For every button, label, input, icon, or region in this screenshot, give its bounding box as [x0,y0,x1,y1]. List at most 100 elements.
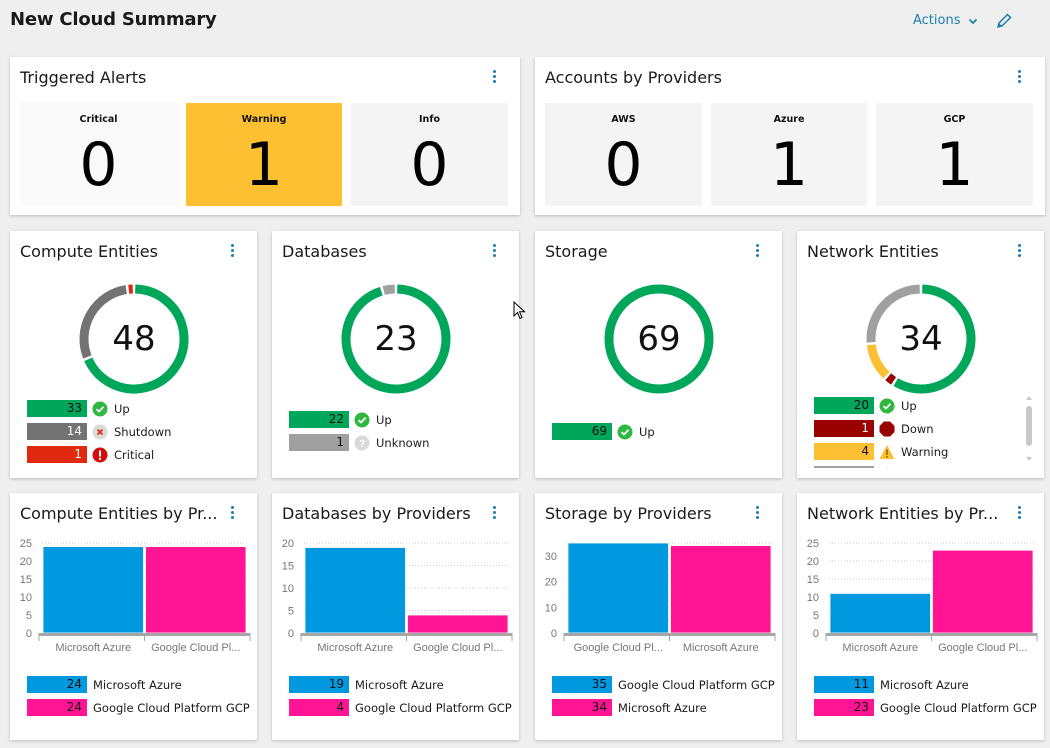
legend-count: 1 [27,446,87,463]
alert-tile-warning[interactable]: Warning 1 [186,103,342,206]
tile-label: Warning [241,114,287,125]
legend-row[interactable]: 23 Google Cloud Platform GCP [814,696,1037,719]
legend-label: Up [901,398,917,413]
compute-entities-card: Compute Entities 48 33 Up 14 Shutdown 1 Criti… [10,231,257,478]
legend-row[interactable]: 24 Microsoft Azure [27,673,250,696]
legend-scroll-area[interactable]: 20 Up 1 Down 4 Warning 9? Unknown [814,394,1019,468]
legend-row-unknown[interactable]: 1? Unknown [289,431,429,454]
kebab-menu-icon[interactable] [228,505,236,521]
legend-count: 1 [814,420,874,437]
x-tick-label: Google Cloud Pl... [413,642,502,654]
triggered-alerts-card: Triggered Alerts Critical 0 Warning 1 In… [10,57,520,215]
status-legend: 69 Up [552,420,655,443]
chevron-down-icon [968,18,977,24]
y-tick-label: 20 [282,538,294,550]
y-tick-label: 0 [813,628,819,640]
account-tile-aws[interactable]: AWS 0 [545,103,702,206]
x-tick-label: Google Cloud Pl... [938,642,1027,654]
x-tick-label: Microsoft Azure [55,642,131,654]
donut-segment-up[interactable] [84,284,189,394]
legend-count: 1 [289,434,349,451]
scroll-down-arrow-icon[interactable] [1026,457,1032,461]
scrollbar-thumb[interactable] [1026,406,1032,446]
legend-label: Shutdown [114,424,172,439]
bar-0[interactable] [304,547,406,634]
donut-segment-unknown[interactable] [866,284,921,343]
kebab-menu-icon[interactable] [490,243,498,259]
card-title: Databases [282,242,367,261]
bar-0[interactable] [829,593,931,634]
chart-legend: 11 Microsoft Azure 23 Google Cloud Platform… [814,673,1037,719]
scroll-up-arrow-icon[interactable] [1026,396,1032,400]
donut-segment-up[interactable] [604,284,714,394]
bar-0[interactable] [42,546,144,634]
legend-row[interactable]: 24 Google Cloud Platform GCP [27,696,250,719]
chart-legend: 19 Microsoft Azure 4 Google Cloud Platform … [289,673,512,719]
legend-label: Up [639,424,655,439]
legend-row[interactable]: 35 Google Cloud Platform GCP [552,673,775,696]
donut-segment-up[interactable] [341,284,451,394]
kebab-menu-icon[interactable] [490,505,498,521]
status-donut[interactable] [78,283,190,395]
status-legend: 22 Up 1? Unknown [289,408,429,454]
legend-row-up[interactable]: 20 Up [814,394,954,417]
legend-row-unknown[interactable]: 9? Unknown [814,463,954,468]
bar-1[interactable] [145,546,247,634]
y-tick-label: 10 [807,592,819,604]
legend-row-critical[interactable]: 1 Critical [27,443,171,466]
kebab-menu-icon[interactable] [753,243,761,259]
status-donut[interactable] [865,283,977,395]
donut-total: 48 [112,319,156,359]
x-tick-label: Microsoft Azure [317,642,393,654]
y-tick-label: 25 [20,538,32,550]
legend-row-shutdown[interactable]: 14 Shutdown [27,420,171,443]
kebab-menu-icon[interactable] [490,69,498,85]
legend-label: Unknown [901,468,954,469]
status-donut[interactable] [603,283,715,395]
donut-segment-warning[interactable] [866,344,890,379]
kebab-menu-icon[interactable] [228,243,236,259]
alert-tile-critical[interactable]: Critical 0 [20,103,177,206]
tile-label: Critical [79,114,118,125]
y-tick-label: 20 [20,556,32,568]
chart-legend: 35 Google Cloud Platform GCP 34 Microsoft A… [552,673,775,719]
check-circle-icon [879,398,895,413]
legend-row[interactable]: 4 Google Cloud Platform GCP [289,696,512,719]
legend-row-warning[interactable]: 4 Warning [814,440,954,463]
kebab-menu-icon[interactable] [1015,505,1023,521]
account-tile-gcp[interactable]: GCP 1 [876,103,1033,206]
legend-row-up[interactable]: 22 Up [289,408,429,431]
account-tile-azure[interactable]: Azure 1 [711,103,867,206]
pencil-edit-icon[interactable] [995,12,1013,30]
bar-0[interactable] [567,542,669,634]
legend-row-up[interactable]: 69 Up [552,420,655,443]
donut-total: 34 [899,319,943,359]
card-title: Databases by Providers [282,504,471,523]
donut-segment-down[interactable] [885,373,897,385]
donut-segment-shutdown[interactable] [79,285,128,359]
status-donut[interactable] [340,283,452,395]
bar-1[interactable] [407,614,509,634]
card-title: Compute Entities by Pr... [20,504,218,523]
legend-row[interactable]: 11 Microsoft Azure [814,673,1037,696]
bar-1[interactable] [932,549,1034,634]
legend-label: Google Cloud Platform GCP [618,677,775,692]
legend-row[interactable]: 19 Microsoft Azure [289,673,512,696]
actions-menu-button[interactable]: Actions [913,13,979,28]
tile-value: 1 [244,130,284,200]
svg-text:?: ? [359,439,365,450]
legend-row[interactable]: 34 Microsoft Azure [552,696,775,719]
x-circle-icon [92,424,108,439]
kebab-menu-icon[interactable] [753,505,761,521]
donut-segment-up[interactable] [893,284,976,394]
donut-segment-unknown[interactable] [382,284,395,295]
y-tick-label: 15 [807,574,819,586]
legend-row-down[interactable]: 1 Down [814,417,954,440]
alert-tile-info[interactable]: Info 0 [351,103,508,206]
bar-1[interactable] [670,545,772,634]
kebab-menu-icon[interactable] [1015,243,1023,259]
kebab-menu-icon[interactable] [1015,69,1023,85]
tile-value: 1 [935,130,974,200]
legend-scrollbar[interactable] [1025,394,1033,464]
legend-row-up[interactable]: 33 Up [27,397,171,420]
